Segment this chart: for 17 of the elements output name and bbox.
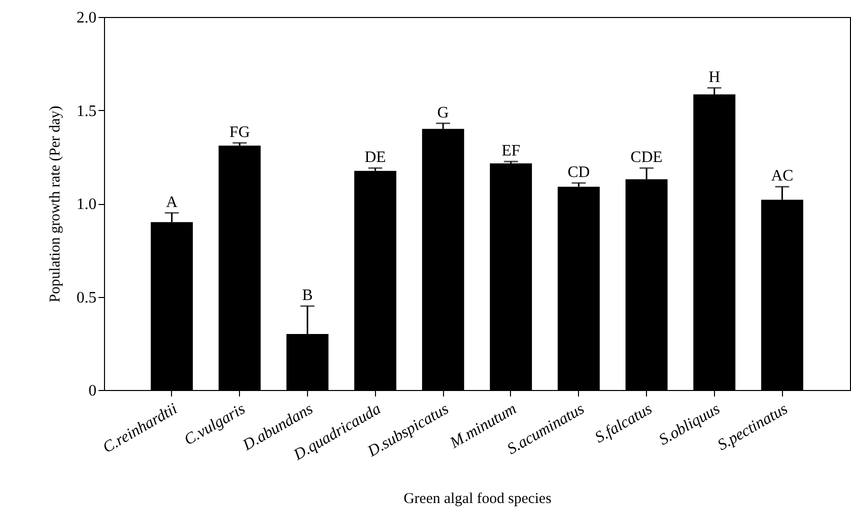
annotation: CD xyxy=(568,164,590,181)
annotation: A xyxy=(166,194,178,211)
y-tick-label: 1.0 xyxy=(76,196,96,213)
annotation: EF xyxy=(502,142,520,160)
x-axis-title: Green algal food species xyxy=(404,491,552,508)
annotation: G xyxy=(437,104,450,122)
annotation: B xyxy=(302,287,313,304)
y-tick-label: 2.0 xyxy=(76,10,96,26)
annotation: H xyxy=(708,68,721,86)
y-tick-label: 1.5 xyxy=(76,102,96,120)
annotation: AC xyxy=(771,168,794,185)
y-tick-label: 0 xyxy=(88,382,96,400)
annotation: DE xyxy=(364,149,386,166)
annotation: FG xyxy=(229,124,250,141)
y-axis-title: Population growth rate (Per day) xyxy=(48,106,64,302)
y-tick-label: 0.5 xyxy=(76,289,96,306)
annotation: CDE xyxy=(630,149,663,166)
